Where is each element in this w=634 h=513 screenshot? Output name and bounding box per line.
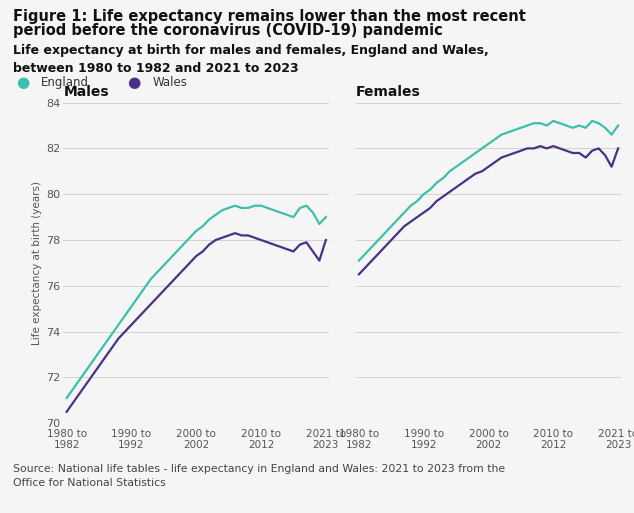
Text: Females: Females: [356, 85, 420, 98]
Text: England: England: [41, 75, 89, 89]
Text: Wales: Wales: [152, 75, 187, 89]
Text: Figure 1: Life expectancy remains lower than the most recent: Figure 1: Life expectancy remains lower …: [13, 9, 526, 24]
Text: period before the coronavirus (COVID-19) pandemic: period before the coronavirus (COVID-19)…: [13, 23, 443, 38]
Y-axis label: Life expectancy at birth (years): Life expectancy at birth (years): [32, 181, 42, 345]
Text: ●: ●: [127, 74, 140, 90]
Text: Males: Males: [63, 85, 109, 98]
Text: Source: National life tables - life expectancy in England and Wales: 2021 to 202: Source: National life tables - life expe…: [13, 464, 505, 488]
Text: ●: ●: [16, 74, 29, 90]
Text: Life expectancy at birth for males and females, England and Wales,
between 1980 : Life expectancy at birth for males and f…: [13, 44, 488, 74]
